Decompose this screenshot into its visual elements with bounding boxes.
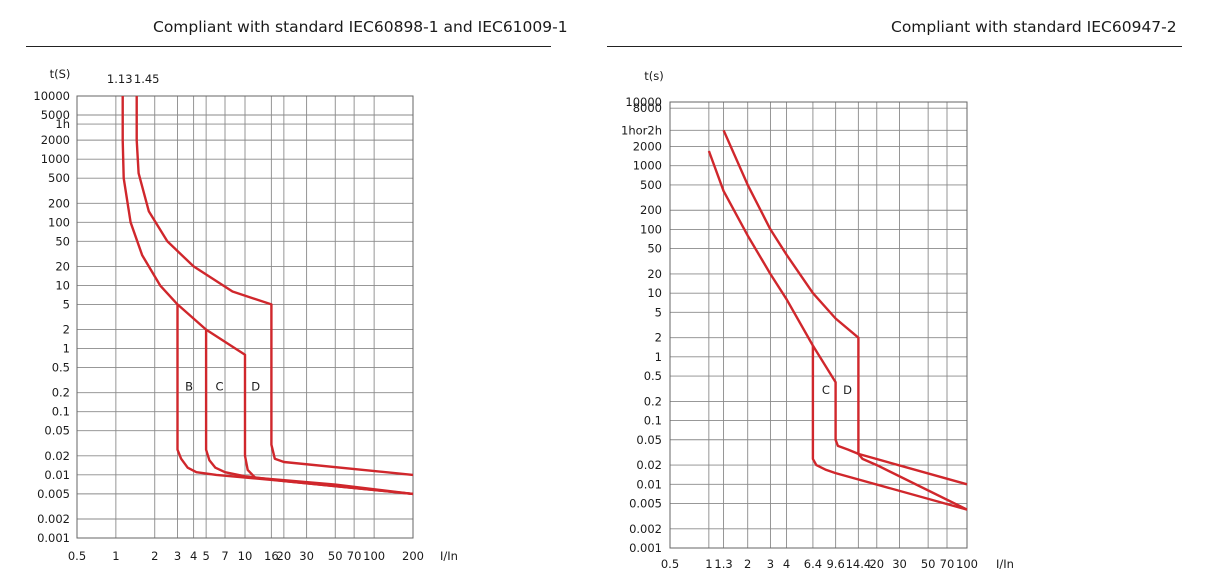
x-tick-label: 4 <box>783 557 790 571</box>
y-tick-label: 1 <box>63 342 70 356</box>
x-tick-label: 2 <box>744 557 751 571</box>
x-tick-label: 30 <box>299 549 314 563</box>
y-tick-label: 500 <box>48 171 70 185</box>
x-tick-label: 0.5 <box>68 549 86 563</box>
top-threshold-label: 1.13 <box>107 72 133 86</box>
y-tick-label: 1hor2h <box>621 123 662 137</box>
y-tick-label: 20 <box>55 259 70 273</box>
y-tick-label: 0.001 <box>37 531 70 545</box>
tripping-curve-c-cutoff <box>811 345 968 511</box>
x-tick-label: 9.6 <box>826 557 844 571</box>
x-tick-label: 4 <box>190 549 197 563</box>
y-tick-label: 100 <box>640 222 662 236</box>
y-tick-label: 10000 <box>625 95 662 109</box>
x-tick-label: 20 <box>869 557 884 571</box>
x-tick-label: 2 <box>151 549 158 563</box>
y-tick-label: 0.05 <box>44 424 70 438</box>
x-tick-label: 10 <box>238 549 253 563</box>
y-tick-label: 5 <box>63 297 70 311</box>
y-tick-label: 0.01 <box>636 477 662 491</box>
x-tick-label: 100 <box>363 549 385 563</box>
y-tick-label: 20 <box>647 267 662 281</box>
y-tick-label: 0.005 <box>37 487 70 501</box>
y-tick-label: 2000 <box>633 140 662 154</box>
x-tick-label: 70 <box>940 557 955 571</box>
y-tick-label: 1h <box>55 117 70 131</box>
y-tick-label: 50 <box>647 242 662 256</box>
x-tick-label: 20 <box>277 549 292 563</box>
y-tick-label: 0.5 <box>644 369 662 383</box>
x-tick-label: 30 <box>892 557 907 571</box>
y-tick-label: 0.2 <box>52 386 70 400</box>
y-tick-label: 0.02 <box>44 449 70 463</box>
x-tick-label: 14.4 <box>846 557 872 571</box>
y-tick-label: 0.2 <box>644 394 662 408</box>
y-tick-label: 10 <box>647 286 662 300</box>
tripping-curve-upper-envelope <box>135 96 414 477</box>
curve-type-label: D <box>843 383 852 397</box>
x-tick-label: 1 <box>112 549 119 563</box>
y-axis-label: t(S) <box>50 67 71 81</box>
tripping-curve-lower-envelope <box>707 150 968 486</box>
y-tick-label: 0.001 <box>629 541 662 555</box>
tripping-curve-upper-envelope <box>722 129 968 511</box>
top-threshold-label: 1.45 <box>134 72 160 86</box>
y-tick-label: 0.005 <box>629 496 662 510</box>
right-chart-title: Compliant with standard IEC60947-2 <box>891 18 1177 36</box>
y-tick-label: 0.1 <box>644 414 662 428</box>
right-title-rule <box>607 46 1182 47</box>
y-tick-label: 8000 <box>633 101 662 115</box>
x-tick-label: 3 <box>174 549 181 563</box>
y-tick-label: 0.02 <box>636 458 662 472</box>
y-tick-label: 0.05 <box>636 433 662 447</box>
left-title-rule <box>26 46 551 47</box>
x-tick-label: 0.5 <box>661 557 679 571</box>
curve-type-label: C <box>822 383 830 397</box>
tripping-curve-c-cutoff <box>204 329 414 496</box>
y-tick-label: 2 <box>655 331 662 345</box>
y-tick-label: 10 <box>55 278 70 292</box>
x-tick-label: 50 <box>921 557 936 571</box>
x-tick-label: 200 <box>402 549 424 563</box>
y-tick-label: 5000 <box>41 108 70 122</box>
y-tick-label: 0.1 <box>52 405 70 419</box>
y-tick-label: 100 <box>48 215 70 229</box>
x-tick-label: 3 <box>767 557 774 571</box>
y-tick-label: 1000 <box>41 152 70 166</box>
x-axis-label: I/In <box>440 549 458 563</box>
y-tick-label: 1 <box>655 350 662 364</box>
y-tick-label: 10000 <box>33 89 70 103</box>
y-axis-label: t(s) <box>644 69 663 83</box>
y-tick-label: 500 <box>640 178 662 192</box>
x-tick-label: 70 <box>347 549 362 563</box>
x-tick-label: 5 <box>202 549 209 563</box>
x-tick-label: 1 <box>705 557 712 571</box>
y-tick-label: 50 <box>55 234 70 248</box>
plot-frame <box>76 95 414 539</box>
x-tick-label: 50 <box>328 549 343 563</box>
curve-type-label: C <box>215 380 223 394</box>
plot-frame <box>669 101 968 549</box>
y-tick-label: 5 <box>655 305 662 319</box>
y-tick-label: 200 <box>640 203 662 217</box>
x-tick-label: 7 <box>221 549 228 563</box>
left-chart-title: Compliant with standard IEC60898-1 and I… <box>153 18 568 36</box>
y-tick-label: 200 <box>48 196 70 210</box>
y-tick-label: 0.5 <box>52 361 70 375</box>
x-tick-label: 16 <box>264 549 279 563</box>
curve-type-label: D <box>251 380 260 394</box>
y-tick-label: 0.002 <box>37 512 70 526</box>
x-tick-label: 6.4 <box>804 557 822 571</box>
y-tick-label: 2000 <box>41 133 70 147</box>
y-tick-label: 1000 <box>633 159 662 173</box>
y-tick-label: 0.002 <box>629 522 662 536</box>
y-tick-label: 2 <box>63 323 70 337</box>
y-tick-label: 0.01 <box>44 468 70 482</box>
x-tick-label: 100 <box>956 557 978 571</box>
x-axis-label: I/In <box>996 557 1014 571</box>
x-tick-label: 1.3 <box>714 557 732 571</box>
curve-type-label: B <box>185 380 193 394</box>
